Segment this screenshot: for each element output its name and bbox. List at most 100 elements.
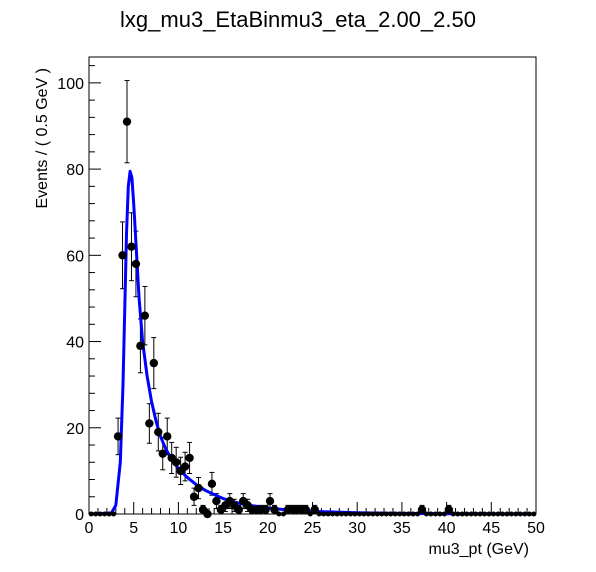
data-point	[270, 505, 279, 514]
data-point-zero	[316, 511, 322, 517]
data-point-zero	[450, 511, 456, 517]
data-point-zero	[428, 511, 434, 517]
data-point-zero	[491, 511, 497, 517]
data-point-zero	[383, 511, 389, 517]
data-point-zero	[513, 511, 519, 517]
data-point-zero	[415, 511, 421, 517]
y-axis: 0 20 40 60 80 100	[57, 65, 101, 524]
data-point-zero	[499, 511, 505, 517]
fit-curve-group	[88, 169, 537, 516]
data-point-zero	[379, 511, 385, 517]
data-point	[127, 242, 136, 251]
y-axis-label: Events / ( 0.5 GeV )	[34, 68, 51, 209]
data-point	[310, 505, 319, 514]
data-point	[118, 251, 127, 260]
x-tick-label: 50	[527, 520, 545, 537]
data-point-zero	[517, 511, 523, 517]
y-tick-label: 40	[66, 335, 84, 352]
data-point-zero	[276, 511, 282, 517]
data-point-zero	[352, 511, 358, 517]
data-point-zero	[459, 511, 465, 517]
data-point-zero	[330, 511, 336, 517]
data-point-zero	[482, 511, 488, 517]
x-tick-label: 0	[85, 520, 94, 537]
data-point-zero	[473, 511, 479, 517]
y-tick-label: 80	[66, 162, 84, 179]
data-point	[145, 419, 154, 428]
data-point-zero	[455, 511, 461, 517]
data-point	[212, 496, 221, 506]
data-points	[88, 117, 537, 519]
y-tick-label: 20	[66, 421, 84, 438]
data-point-zero	[432, 511, 438, 517]
data-point-zero	[280, 511, 286, 517]
data-point	[194, 483, 203, 493]
data-point-zero	[347, 511, 353, 517]
x-tick-label: 20	[259, 520, 277, 537]
data-point	[301, 505, 310, 514]
data-point-zero	[321, 511, 327, 517]
data-point-zero	[388, 511, 394, 517]
x-tick-label: 35	[393, 520, 411, 537]
data-point	[207, 479, 217, 489]
data-point	[131, 259, 141, 269]
data-point-zero	[111, 511, 117, 517]
data-point-zero	[526, 511, 532, 517]
data-point	[163, 432, 172, 441]
data-point-zero	[97, 511, 103, 517]
data-point-zero	[370, 511, 376, 517]
x-tick-label: 10	[170, 520, 188, 537]
data-point-zero	[102, 511, 108, 517]
data-point-zero	[522, 511, 528, 517]
data-point	[154, 427, 163, 437]
data-point-zero	[365, 511, 371, 517]
data-point-zero	[410, 511, 416, 517]
data-point	[180, 462, 190, 471]
data-point-zero	[374, 511, 380, 517]
data-point	[122, 117, 132, 126]
data-point-zero	[486, 511, 492, 517]
data-point-zero	[437, 511, 443, 517]
data-point	[136, 341, 145, 351]
data-point-zero	[477, 511, 483, 517]
data-point-zero	[468, 511, 474, 517]
chart-title: lxg_mu3_EtaBinmu3_eta_2.00_2.50	[120, 7, 476, 32]
data-point-zero	[397, 511, 403, 517]
data-point-zero	[325, 511, 331, 517]
data-point-zero	[464, 511, 470, 517]
data-point-zero	[307, 511, 313, 517]
x-tick-label: 15	[214, 520, 232, 537]
data-point-zero	[106, 511, 112, 517]
data-point-zero	[531, 511, 537, 517]
data-point	[185, 453, 194, 463]
x-tick-label: 5	[129, 520, 138, 537]
y-tick-label: 100	[57, 76, 84, 93]
data-point	[158, 449, 167, 458]
data-point-zero	[392, 511, 398, 517]
data-point-zero	[356, 511, 362, 517]
data-point-zero	[334, 511, 340, 517]
data-point	[171, 458, 181, 467]
data-point-zero	[495, 511, 501, 517]
data-point	[417, 505, 427, 514]
data-point	[149, 358, 159, 368]
data-point	[203, 509, 212, 519]
data-point-zero	[339, 511, 345, 517]
data-point	[265, 496, 275, 506]
data-point	[234, 505, 243, 514]
x-tick-label: 40	[438, 520, 456, 537]
data-point-zero	[343, 511, 349, 517]
x-axis-label: mu3_pt (GeV)	[429, 541, 529, 558]
data-point	[189, 492, 199, 501]
y-tick-label: 60	[66, 248, 84, 265]
y-tick-label: 0	[75, 507, 84, 524]
data-point-zero	[406, 511, 412, 517]
plot-frame	[88, 56, 537, 515]
data-point	[140, 311, 150, 320]
data-point	[113, 432, 123, 441]
data-point-zero	[88, 511, 94, 517]
data-point-zero	[423, 511, 429, 517]
data-point-zero	[504, 511, 510, 517]
data-point-zero	[441, 511, 447, 517]
